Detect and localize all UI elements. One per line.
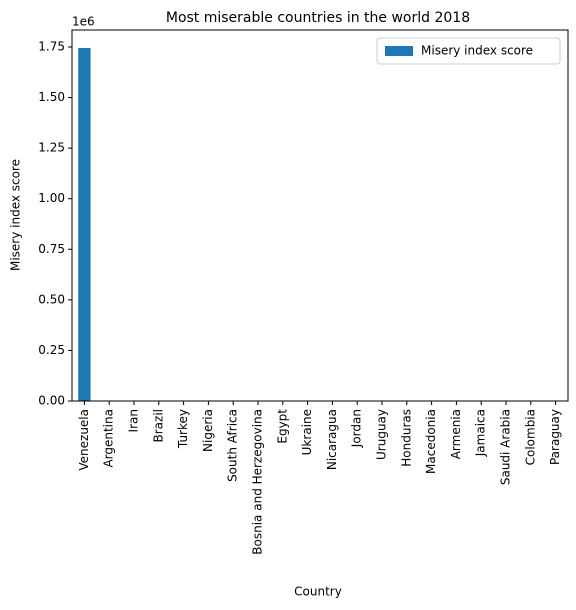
y-tick-label: 0.25	[38, 343, 65, 357]
x-tick-label: Saudi Arabia	[499, 409, 513, 485]
x-tick-label: Venezuela	[77, 409, 91, 471]
y-tick-label: 1.50	[38, 90, 65, 104]
y-tick-label: 0.50	[38, 292, 65, 306]
y-tick-label: 0.00	[38, 394, 65, 408]
y-tick-label: 1.25	[38, 141, 65, 155]
x-tick-label: Nicaragua	[325, 409, 339, 470]
x-tick-label: South Africa	[226, 409, 240, 482]
x-tick-label: Jamaica	[474, 409, 488, 457]
x-tick-label: Macedonia	[424, 409, 438, 474]
x-tick-label: Jordan	[350, 409, 364, 448]
x-tick-label: Brazil	[151, 409, 165, 443]
x-tick-label: Paraguay	[548, 409, 562, 465]
x-tick-label: Armenia	[449, 409, 463, 459]
legend-label: Misery index score	[421, 44, 533, 58]
chart-title: Most miserable countries in the world 20…	[166, 10, 470, 26]
x-tick-label: Nigeria	[201, 409, 215, 452]
x-tick-label: Colombia	[523, 409, 537, 465]
y-tick-label: 1.00	[38, 191, 65, 205]
y-offset-label: 1e6	[72, 15, 95, 29]
y-axis-label: Misery index score	[9, 159, 23, 271]
x-tick-label: Turkey	[176, 409, 190, 449]
x-tick-label: Bosnia and Herzegovina	[251, 409, 265, 555]
x-axis-label: Country	[294, 585, 342, 599]
y-tick-label: 0.75	[38, 242, 65, 256]
legend-swatch	[385, 46, 413, 56]
x-tick-label: Argentina	[102, 409, 116, 468]
legend-box	[376, 37, 561, 65]
x-tick-label: Egypt	[275, 409, 289, 444]
x-tick-label: Uruguay	[375, 409, 389, 460]
bar	[78, 48, 91, 402]
x-tick-label: Iran	[127, 409, 141, 432]
axes-frame	[71, 29, 569, 402]
y-tick-label: 1.75	[38, 39, 65, 53]
x-tick-label: Ukraine	[300, 409, 314, 455]
x-tick-label: Honduras	[399, 409, 413, 467]
